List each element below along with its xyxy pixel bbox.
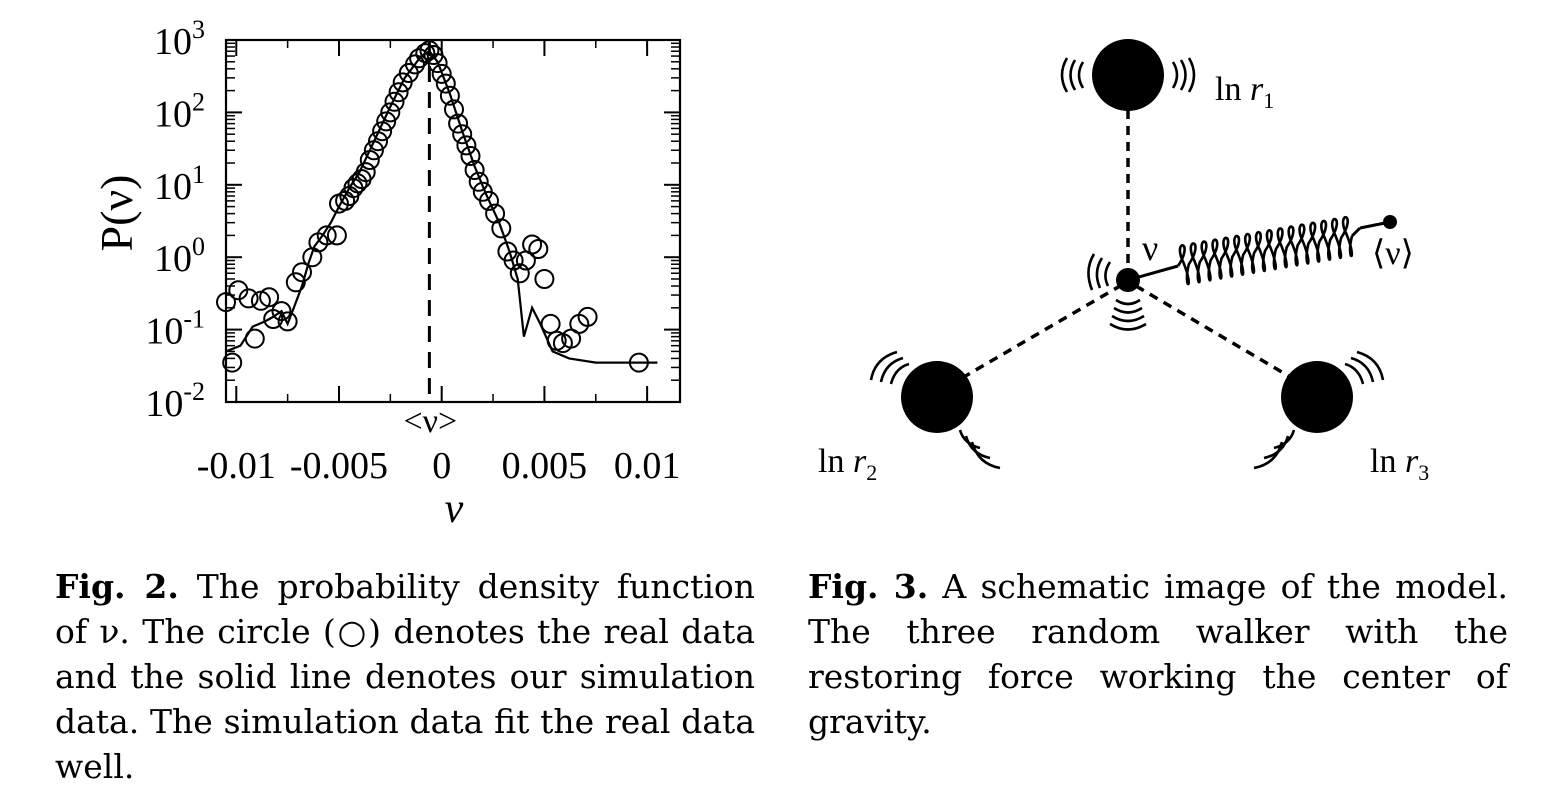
walker-ball-r3: [1281, 361, 1353, 433]
x-tick-label: 0.005: [502, 445, 588, 487]
connector-r2: [961, 284, 1121, 380]
y-tick-label: 101: [154, 160, 205, 208]
real-data-point: [464, 160, 485, 180]
figure-2-caption: Fig. 2. The probability density function…: [55, 564, 755, 789]
real-data-point: [380, 102, 401, 123]
real-data-point: [444, 99, 464, 120]
label-ln-r2: ln r2: [818, 443, 877, 485]
y-axis-label: P(ν): [91, 174, 142, 251]
real-data-point: [326, 225, 347, 246]
connector-r3: [1135, 284, 1293, 380]
real-data-point: [509, 263, 530, 284]
label-mean-nu: ⟨ν⟩: [1372, 235, 1414, 272]
real-data-point: [238, 288, 259, 309]
y-tick-label: 100: [154, 232, 205, 280]
y-tick-labels: 10-2 10-1 100 101 102 103: [145, 15, 205, 425]
real-data-point: [222, 352, 243, 373]
real-data-point: [244, 328, 265, 349]
real-data-point: [528, 239, 549, 259]
walker-ball-r1: [1092, 39, 1164, 111]
figure-2-caption-text: The probability density function of ν. T…: [55, 567, 756, 786]
real-data-point: [376, 111, 397, 132]
x-tick-label: -0.005: [290, 445, 388, 487]
spring: [1127, 215, 1397, 286]
real-data-point: [259, 287, 280, 308]
y-tick-label: 102: [154, 87, 205, 135]
real-data-point: [427, 53, 448, 74]
real-data-point: [388, 82, 409, 103]
x-tick-labels: -0.01 -0.005 0 0.005 0.01: [197, 445, 681, 487]
real-data-point: [456, 135, 477, 156]
real-data-point: [409, 48, 430, 69]
real-data-point: [285, 272, 306, 293]
real-data-point: [577, 306, 598, 327]
real-data-point: [316, 225, 337, 246]
real-data-point: [628, 352, 649, 373]
real-data-point: [491, 218, 512, 239]
figure-3-schematic: ln r1 ln r2 ln r3 ν ⟨ν⟩: [818, 39, 1429, 485]
figure-2-chart: 10-2 10-1 100 101 102 103 -0.01 -0.005 0 0.005 0.…: [91, 15, 682, 532]
real-data-point: [277, 311, 298, 332]
real-data-point: [431, 63, 452, 84]
axis-ticks: [226, 39, 680, 403]
real-data-point: [439, 85, 460, 106]
real-data-point: [460, 146, 481, 166]
real-data-point: [271, 301, 292, 322]
y-tick-label: 103: [154, 15, 205, 63]
center-node: [1116, 268, 1140, 292]
real-data-point: [405, 54, 425, 75]
real-data-point: [355, 162, 376, 183]
x-tick-label: -0.01: [197, 445, 276, 487]
real-data-point: [468, 171, 489, 192]
x-axis-label: ν: [445, 486, 464, 532]
y-tick-label: 10-2: [145, 377, 205, 425]
mean-marker-label: <ν>: [404, 403, 458, 440]
real-data-point: [452, 124, 473, 145]
real-data-point: [540, 313, 561, 334]
figure-3-caption-label: Fig. 3.: [808, 567, 929, 606]
simulation-data-line: [225, 49, 658, 364]
label-center-nu: ν: [1142, 228, 1158, 268]
real-data-point: [292, 262, 312, 283]
y-tick-label: 10-1: [145, 305, 205, 353]
figure-2-caption-label: Fig. 2.: [55, 567, 179, 606]
real-data-point: [384, 91, 405, 112]
x-tick-label: 0.01: [614, 445, 681, 487]
label-ln-r3: ln r3: [1370, 443, 1429, 485]
real-data-point: [534, 269, 555, 289]
real-data-point: [479, 190, 499, 211]
figure-3-caption: Fig. 3. A schematic image of the model. …: [808, 564, 1508, 744]
real-data-point: [435, 73, 456, 94]
real-data-point: [522, 234, 543, 255]
x-tick-label: 0: [432, 445, 451, 487]
real-data-point: [415, 43, 436, 64]
real-data-point: [503, 250, 524, 271]
label-ln-r1: ln r1: [1215, 71, 1274, 113]
figure-3-caption-text: A schematic image of the model. The thre…: [808, 567, 1508, 741]
anchor-point: [1383, 215, 1397, 229]
real-data-point: [372, 121, 393, 142]
real-data-point: [359, 150, 380, 170]
real-data-point: [363, 140, 384, 161]
real-data-points: [216, 40, 649, 373]
real-data-point: [448, 113, 469, 134]
real-data-point: [368, 131, 388, 152]
vibration-marks: [869, 57, 1385, 470]
plot-frame: [224, 38, 682, 404]
walker-ball-r2: [901, 361, 973, 433]
